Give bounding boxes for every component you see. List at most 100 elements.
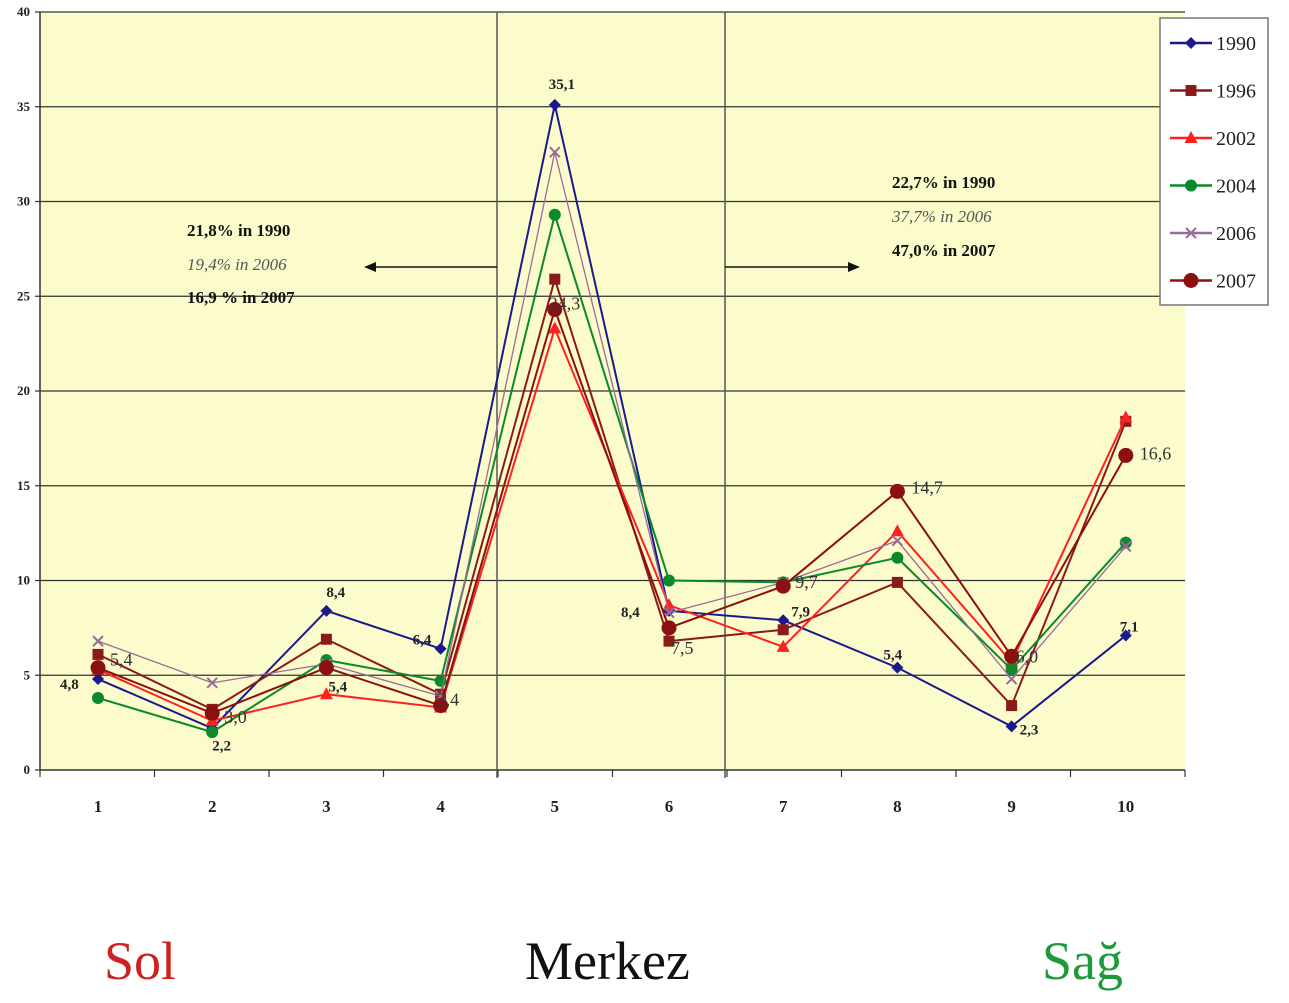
data-point-1990 bbox=[548, 98, 561, 111]
data-label: 35,1 bbox=[549, 77, 575, 93]
legend-marker bbox=[1185, 179, 1197, 192]
data-point-2007 bbox=[1118, 447, 1134, 463]
data-point-2007 bbox=[889, 483, 905, 499]
data-point-2007 bbox=[661, 620, 677, 636]
data-label: 5,4 bbox=[110, 650, 133, 670]
axes: 0 5 10 15 20 25 30 35 40 1 2 3 4 5 6 7 8 9 10 bbox=[17, 4, 1186, 816]
legend-marker bbox=[1185, 227, 1197, 239]
data-label: 24,3 bbox=[549, 294, 581, 314]
series-2004 bbox=[92, 208, 1132, 739]
data-point-2002 bbox=[662, 598, 676, 611]
data-point-2002 bbox=[319, 687, 333, 700]
data-label: 6,0 bbox=[1016, 646, 1039, 666]
data-point-1990 bbox=[320, 604, 333, 617]
data-point-1990 bbox=[891, 661, 904, 674]
legend-label: 2006 bbox=[1216, 223, 1256, 245]
data-labels: 4,8 5,4 2,2 3,0 8,4 5,4 6,4 3,4 35,1 24,3 8,4 7,5 9,… bbox=[60, 77, 1171, 754]
series-2007 bbox=[90, 302, 1134, 721]
data-point-2007 bbox=[433, 698, 449, 714]
data-point-2006 bbox=[1005, 673, 1018, 685]
legend-label: 2004 bbox=[1216, 176, 1256, 198]
data-label: 5,4 bbox=[328, 680, 347, 696]
y-tick-label: 30 bbox=[17, 194, 30, 209]
right-annotation: 22,7% in 1990 37,7% in 2006 47,0% in 200… bbox=[725, 173, 996, 272]
data-label: 14,7 bbox=[911, 477, 943, 497]
x-tick-label: 8 bbox=[893, 797, 902, 816]
legend-marker bbox=[1185, 85, 1197, 96]
data-label: 16,6 bbox=[1140, 443, 1172, 463]
x-tick-label: 9 bbox=[1007, 797, 1016, 816]
data-point-2002 bbox=[548, 321, 562, 334]
left-arrow-head bbox=[364, 262, 376, 272]
y-tick-label: 10 bbox=[17, 573, 30, 588]
series-line-2006 bbox=[97, 152, 1127, 697]
data-point-2006 bbox=[92, 635, 104, 647]
left-annotation-line-1: 21,8% in 1990 bbox=[187, 221, 290, 240]
left-annotation: 21,8% in 1990 19,4% in 2006 16,9 % in 20… bbox=[187, 221, 497, 307]
data-point-1990 bbox=[92, 673, 104, 686]
right-annotation-line-1: 22,7% in 1990 bbox=[892, 173, 995, 192]
legend-label: 1996 bbox=[1216, 81, 1256, 103]
data-point-1990 bbox=[1119, 629, 1132, 642]
right-annotation-line-3: 47,0% in 2007 bbox=[892, 241, 996, 260]
y-tick-label: 20 bbox=[17, 383, 30, 398]
data-point-1996 bbox=[549, 273, 561, 285]
data-label: 5,4 bbox=[883, 648, 902, 664]
data-point-2006 bbox=[549, 146, 561, 158]
legend-item-1990: 1990 bbox=[1170, 33, 1256, 55]
data-point-2002 bbox=[1119, 410, 1133, 423]
data-point-2004 bbox=[1005, 663, 1018, 676]
data-point-2007 bbox=[547, 302, 563, 318]
y-tick-label: 0 bbox=[24, 762, 31, 777]
data-point-1996 bbox=[663, 635, 675, 647]
data-label: 3,0 bbox=[224, 707, 247, 727]
x-tick-label: 3 bbox=[322, 797, 331, 816]
x-tick-label: 6 bbox=[665, 797, 674, 816]
data-point-2007 bbox=[204, 705, 220, 721]
data-point-2006 bbox=[206, 677, 218, 689]
legend-item-2006: 2006 bbox=[1170, 223, 1256, 245]
data-label: 7,5 bbox=[671, 638, 694, 658]
legend-item-1996: 1996 bbox=[1170, 81, 1256, 103]
data-point-2007 bbox=[1004, 648, 1020, 664]
legend-item-2002: 2002 bbox=[1170, 128, 1256, 150]
data-point-2006 bbox=[1120, 540, 1132, 553]
data-point-1996 bbox=[320, 633, 332, 645]
data-label: 8,4 bbox=[621, 605, 640, 621]
y-tick-label: 25 bbox=[17, 288, 31, 303]
data-point-2002 bbox=[776, 639, 790, 652]
data-label: 7,1 bbox=[1120, 619, 1139, 635]
data-label: 4,8 bbox=[60, 677, 79, 693]
region-label-right: Sağ bbox=[1042, 931, 1123, 991]
gridlines bbox=[40, 11, 1185, 676]
y-tick-label: 40 bbox=[17, 4, 30, 19]
legend-item-2004: 2004 bbox=[1170, 176, 1256, 198]
data-point-2007 bbox=[318, 660, 334, 676]
region-label-left: Sol bbox=[104, 931, 177, 991]
data-point-2007 bbox=[90, 660, 106, 676]
data-point-2007 bbox=[775, 578, 791, 594]
data-point-1996 bbox=[777, 624, 789, 636]
legend-marker bbox=[1183, 273, 1199, 288]
series-line-2007 bbox=[97, 306, 1127, 715]
y-tick-label: 5 bbox=[24, 667, 31, 682]
legend: 1990 1996 2002 2004 2006 2007 bbox=[1159, 17, 1269, 306]
data-point-2004 bbox=[206, 726, 219, 739]
legend-label: 2007 bbox=[1216, 271, 1256, 293]
x-tick-label: 5 bbox=[551, 797, 560, 816]
data-label: 6,4 bbox=[413, 633, 432, 649]
y-tick-label: 15 bbox=[17, 478, 31, 493]
data-point-1996 bbox=[891, 576, 903, 588]
data-point-2004 bbox=[891, 551, 904, 564]
x-tick-label: 10 bbox=[1117, 797, 1134, 816]
data-point-1996 bbox=[92, 648, 104, 660]
data-label: 7,9 bbox=[791, 604, 810, 620]
left-annotation-line-2: 19,4% in 2006 bbox=[187, 255, 287, 274]
data-point-2004 bbox=[548, 208, 561, 221]
region-dividers bbox=[496, 12, 726, 778]
data-point-2004 bbox=[663, 574, 675, 587]
data-point-1990 bbox=[434, 642, 447, 655]
x-tick-label: 1 bbox=[94, 797, 103, 816]
series-line-1996 bbox=[97, 275, 1127, 711]
